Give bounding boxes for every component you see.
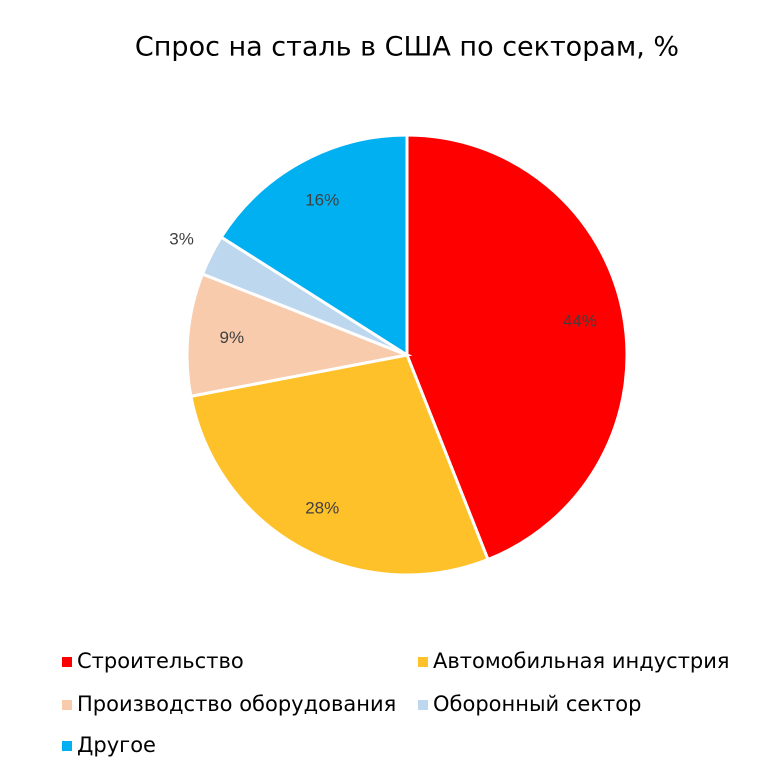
pie-slice — [189, 353, 490, 577]
data-label: 9% — [219, 328, 244, 347]
legend-swatch — [62, 741, 72, 751]
legend-label: Оборонный сектор — [433, 692, 641, 716]
pie-slice — [405, 133, 629, 562]
legend-label: Автомобильная индустрия — [433, 649, 730, 673]
pie-slice — [219, 133, 409, 358]
legend-label: Строительство — [77, 649, 244, 673]
chart-title: Спрос на сталь в США по секторам, % — [135, 32, 679, 63]
legend-label: Другое — [77, 733, 156, 757]
data-label: 3% — [169, 230, 194, 249]
legend-swatch — [418, 700, 428, 710]
data-label: 28% — [305, 499, 339, 518]
legend-label: Производство оборудования — [77, 692, 396, 716]
pie-slice — [185, 272, 413, 398]
legend-swatch — [418, 657, 428, 667]
data-label: 44% — [563, 312, 597, 331]
legend-swatch — [62, 700, 72, 710]
data-label: 16% — [305, 190, 339, 209]
legend-swatch — [62, 657, 72, 667]
